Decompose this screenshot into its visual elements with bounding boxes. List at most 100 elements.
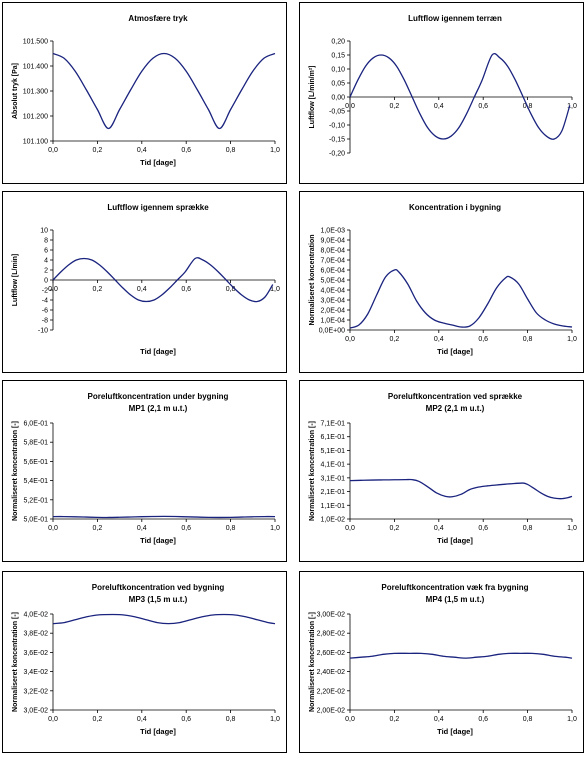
y-tick-label: 4,1E-01 — [320, 462, 345, 469]
x-tick-label: 0,8 — [523, 336, 533, 343]
chart-panel-mp1: Poreluftkoncentration under bygning MP1 (… — [2, 380, 287, 562]
series-line — [349, 652, 573, 659]
y-tick-label: -0,20 — [329, 151, 345, 158]
x-tick-label: 0,0 — [48, 525, 58, 532]
chart-title: Poreluftkoncentration ved sprække — [388, 392, 523, 401]
x-axis-label: Tid [dage] — [140, 347, 176, 356]
x-tick-label: 0,4 — [434, 336, 444, 343]
x-axis-label: Tid [dage] — [437, 347, 473, 356]
chart-koncentration-bygning: Koncentration i bygning 0,0E+00 1,0E-04 2,0… — [309, 203, 577, 356]
y-tick-label: 8 — [44, 238, 48, 245]
y-tick-label: 0,10 — [331, 67, 345, 74]
y-tick-label: 1,1E-01 — [320, 503, 345, 510]
x-tick-label: 0,8 — [226, 716, 236, 723]
y-tick-label: 6 — [44, 248, 48, 255]
x-axis-label: Tid [dage] — [437, 536, 473, 545]
x-tick-label: 1,0 — [270, 525, 280, 532]
y-tick-label: 10 — [40, 228, 48, 235]
series-line — [52, 515, 276, 519]
y-tick-label: 0,20 — [331, 39, 345, 46]
y-tick-label: 5,2E-01 — [23, 497, 48, 504]
y-axis-label: Normaliseret koncentration [-] — [309, 421, 316, 521]
x-tick-label: 0,6 — [181, 716, 191, 723]
y-tick-label: 5,0E-01 — [23, 517, 48, 524]
x-axis-label: Tid [dage] — [140, 536, 176, 545]
y-tick-label: 0 — [44, 278, 48, 285]
x-tick-label: 0,0 — [48, 147, 58, 154]
x-tick-label: 0,0 — [345, 716, 355, 723]
x-tick-label: 1,0 — [270, 716, 280, 723]
chart-panel-luftflow-spraekke: Luftflow igennem sprække -10 -8 -6 -4 -2 0 2 4 6 8… — [2, 191, 287, 373]
series-line — [349, 268, 573, 329]
x-tick-label: 0,2 — [93, 525, 103, 532]
series-line — [52, 257, 274, 303]
x-tick-label: 0,2 — [93, 716, 103, 723]
x-tick-label: 0,2 — [390, 336, 400, 343]
y-tick-label: -4 — [42, 298, 48, 305]
x-tick-label: 0,4 — [434, 103, 444, 110]
y-tick-label: -2 — [42, 288, 48, 295]
y-tick-label: 3,00E-02 — [317, 612, 346, 619]
x-tick-label: 0,8 — [523, 525, 533, 532]
y-tick-label: -0,10 — [329, 123, 345, 130]
y-tick-label: -8 — [42, 318, 48, 325]
x-tick-label: 0,2 — [390, 716, 400, 723]
series-line — [52, 52, 276, 130]
y-tick-label: 6,0E-01 — [23, 421, 48, 428]
y-tick-label: 0,05 — [331, 81, 345, 88]
y-tick-label: 8,0E-04 — [320, 248, 345, 255]
x-tick-label: 0,0 — [48, 716, 58, 723]
x-tick-label: 0,6 — [478, 525, 488, 532]
chart-panel-mp2: Poreluftkoncentration ved sprække MP2 (2,… — [299, 380, 584, 562]
x-tick-label: 0,0 — [345, 103, 355, 110]
y-tick-label: 7,1E-01 — [320, 421, 345, 428]
series-line — [52, 613, 276, 625]
chart-subtitle: MP4 (1,5 m u.t.) — [426, 595, 485, 604]
y-tick-label: 2,60E-02 — [317, 650, 346, 657]
x-axis-label: Tid [dage] — [437, 727, 473, 736]
y-tick-label: 101.400 — [23, 64, 48, 71]
y-tick-label: 9,0E-04 — [320, 238, 345, 245]
y-tick-label: 5,0E-04 — [320, 278, 345, 285]
chart-subtitle: MP2 (2,1 m u.t.) — [426, 404, 485, 413]
x-tick-label: 0,6 — [478, 103, 488, 110]
y-tick-label: -0,05 — [329, 109, 345, 116]
chart-title: Luftflow igennem sprække — [107, 203, 209, 212]
x-tick-label: 1,0 — [567, 103, 577, 110]
y-tick-label: 3,0E-04 — [320, 298, 345, 305]
y-tick-label: 2,1E-01 — [320, 489, 345, 496]
chart-subtitle: MP3 (1,5 m u.t.) — [129, 595, 188, 604]
y-tick-label: 4,0E-02 — [23, 612, 48, 619]
y-tick-label: 2,40E-02 — [317, 669, 346, 676]
y-tick-label: 0,0E+00 — [319, 328, 345, 335]
y-tick-label: 5,1E-01 — [320, 448, 345, 455]
chart-panel-koncentration-bygning: Koncentration i bygning 0,0E+00 1,0E-04 2,0… — [299, 191, 584, 373]
x-tick-label: 0,4 — [434, 525, 444, 532]
chart-title: Koncentration i bygning — [409, 203, 501, 212]
y-tick-label: 0,00 — [331, 95, 345, 102]
chart-mp1: Poreluftkoncentration under bygning MP1 (… — [12, 392, 280, 545]
y-tick-label: -0,15 — [329, 137, 345, 144]
y-tick-label: 4 — [44, 258, 48, 265]
y-tick-label: 0,15 — [331, 53, 345, 60]
y-tick-label: 1,0E-03 — [320, 228, 345, 235]
y-tick-label: 5,4E-01 — [23, 478, 48, 485]
x-tick-label: 0,4 — [434, 716, 444, 723]
y-tick-label: -10 — [38, 328, 48, 335]
y-tick-label: 1,0E-02 — [320, 517, 345, 524]
chart-luftflow-terraen: Luftflow igennem terræn -0,20 -0,15 -0,10 -0… — [309, 14, 577, 158]
y-tick-label: 5,6E-01 — [23, 459, 48, 466]
chart-subtitle: MP1 (2,1 m u.t.) — [129, 404, 188, 413]
y-axis-label: Normaliseret koncentration [-] — [12, 421, 19, 521]
chart-panel-atmosfaere-tryk: Atmosfære tryk 101.100 101.200 101.300 101.4… — [2, 2, 287, 184]
x-tick-label: 0,2 — [93, 286, 103, 293]
x-tick-label: 0,6 — [181, 147, 191, 154]
x-tick-label: 1,0 — [567, 716, 577, 723]
y-tick-label: 2,0E-04 — [320, 308, 345, 315]
x-tick-label: 0,8 — [226, 525, 236, 532]
y-axis-label: Luftflow [L/min/m²] — [309, 66, 316, 129]
chart-title: Poreluftkoncentration ved bygning — [92, 583, 225, 592]
chart-mp3: Poreluftkoncentration ved bygning MP3 (1,… — [12, 583, 280, 736]
x-axis-label: Tid [dage] — [140, 727, 176, 736]
x-tick-label: 0,2 — [390, 103, 400, 110]
